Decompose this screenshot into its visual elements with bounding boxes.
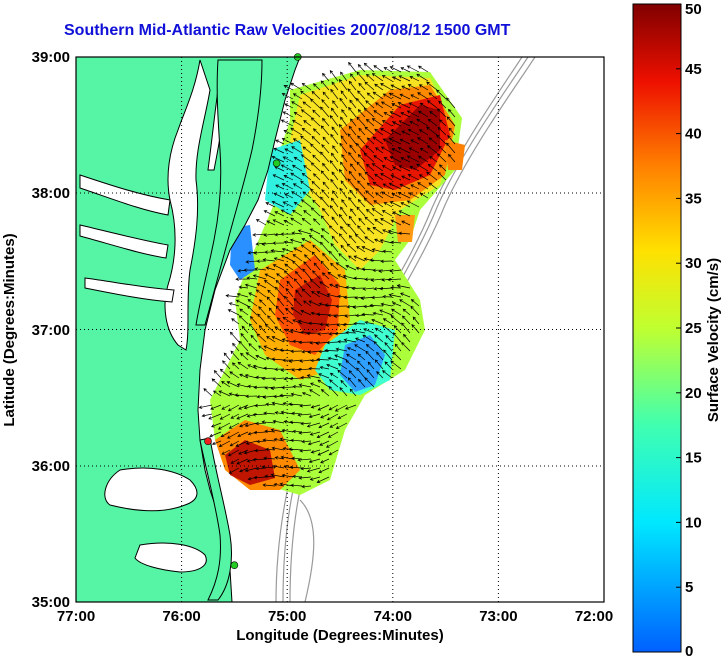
colorbar-tick-label: 45 (685, 61, 702, 78)
colorbar-tick-label: 25 (685, 320, 702, 337)
colorbar-label: Surface Velocity (cm/s) (705, 258, 722, 422)
y-tick-label: 38:00 (32, 185, 70, 202)
colorbar-tick-label: 5 (685, 579, 693, 596)
y-axis: 39:00 38:00 37:00 36:00 35:00 Latitude (… (1, 49, 70, 611)
colorbar-scale (632, 3, 682, 653)
x-axis: 77:00 76:00 75:00 74:00 73:00 72:00 Long… (57, 608, 613, 644)
x-tick-label: 76:00 (162, 608, 200, 625)
y-tick-label: 35:00 (32, 594, 70, 611)
colorbar-tick-label: 15 (685, 450, 702, 467)
hf-radar-stations (204, 53, 302, 570)
plot-frame (75, 56, 605, 603)
y-axis-label: Latitude (Degrees:Minutes) (1, 233, 18, 426)
colorbar-tick-label: 50 (685, 1, 702, 18)
x-tick-label: 77:00 (57, 608, 95, 625)
station-marker (204, 437, 212, 446)
station-marker (230, 561, 239, 570)
x-tick-label: 72:00 (575, 608, 613, 625)
colorbar-tick-label: 30 (685, 255, 702, 272)
y-tick-label: 37:00 (32, 322, 70, 339)
colorbar-tick-label: 10 (685, 514, 702, 531)
x-tick-label: 75:00 (268, 608, 306, 625)
velocity-field (210, 70, 465, 495)
colorbar-tick-label: 0 (685, 643, 693, 659)
colorbar-tick-label: 40 (685, 126, 702, 143)
gridlines (76, 57, 604, 602)
colorbar-tick-label: 35 (685, 190, 702, 207)
x-tick-label: 73:00 (479, 608, 517, 625)
colorbar-tick-label: 20 (685, 385, 702, 402)
y-tick-label: 39:00 (32, 49, 70, 66)
velocity-vectors (198, 61, 456, 489)
x-axis-label: Longitude (Degrees:Minutes) (236, 627, 444, 644)
chart-title: Southern Mid-Atlantic Raw Velocities 200… (64, 22, 511, 39)
x-tick-label: 74:00 (374, 608, 412, 625)
station-marker (272, 159, 281, 168)
outer-banks (199, 437, 232, 601)
vector-arrows (198, 61, 456, 489)
y-tick-label: 36:00 (32, 458, 70, 475)
